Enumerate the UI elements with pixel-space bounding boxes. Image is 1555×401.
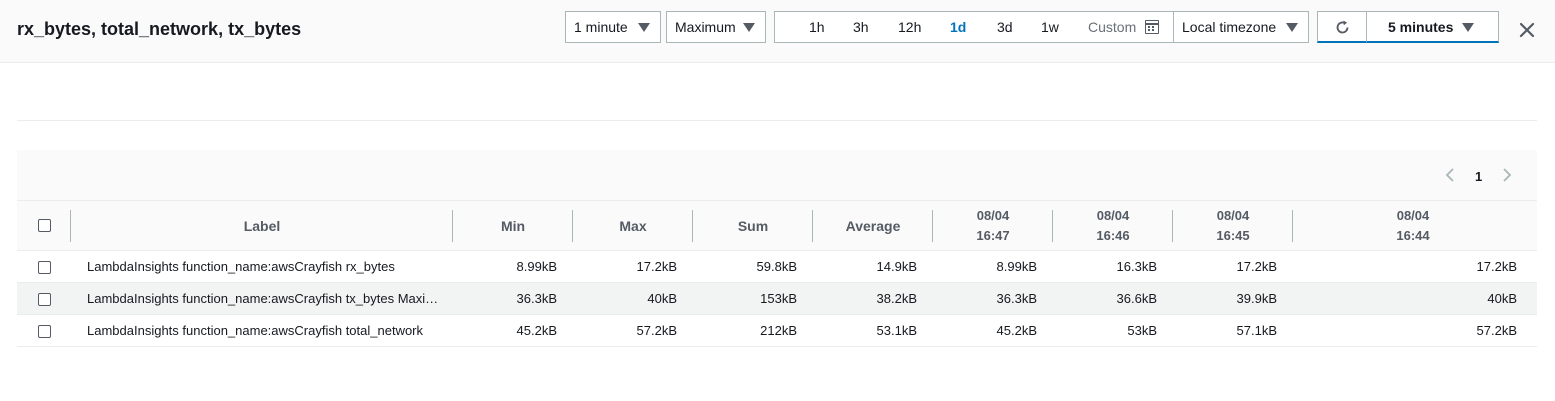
refresh-interval-dropdown[interactable]: 5 minutes <box>1366 11 1499 43</box>
data-table: 1 Label Min Max Sum Average 08/04 16:47 0… <box>17 150 1537 347</box>
time-range-selector: 1h 3h 12h 1d 3d 1w Custom <box>774 11 1174 43</box>
column-average[interactable]: Average <box>813 201 933 251</box>
row-time-1: 36.3kB <box>996 291 1037 306</box>
statistic-value: Maximum <box>675 19 736 35</box>
table-row: LambdaInsights function_name:awsCrayfish… <box>17 283 1537 315</box>
row-average: 38.2kB <box>876 291 917 306</box>
row-sum: 153kB <box>760 291 797 306</box>
divider <box>17 120 1537 121</box>
timezone-value: Local timezone <box>1182 19 1277 35</box>
row-time-2: 36.6kB <box>1116 291 1157 306</box>
table-row: LambdaInsights function_name:awsCrayfish… <box>17 315 1537 347</box>
calendar-icon[interactable] <box>1145 20 1159 34</box>
pagination-bar: 1 <box>17 150 1537 200</box>
timezone-dropdown[interactable]: Local timezone <box>1173 11 1309 43</box>
column-time-4-date: 08/04 <box>1396 208 1430 223</box>
refresh-button[interactable] <box>1317 11 1367 43</box>
column-time-1[interactable]: 08/04 16:47 <box>933 201 1053 251</box>
page-number[interactable]: 1 <box>1475 169 1483 184</box>
refresh-icon <box>1336 20 1349 34</box>
column-time-3[interactable]: 08/04 16:45 <box>1173 201 1293 251</box>
range-1d[interactable]: 1d <box>950 19 967 35</box>
close-icon[interactable] <box>1518 21 1536 39</box>
column-min[interactable]: Min <box>453 201 573 251</box>
row-checkbox[interactable] <box>38 325 51 338</box>
column-sum[interactable]: Sum <box>693 201 813 251</box>
column-time-4[interactable]: 08/04 16:44 <box>1293 201 1533 251</box>
column-time-2-time: 16:46 <box>1096 228 1130 243</box>
table-header: Label Min Max Sum Average 08/04 16:47 08/… <box>17 200 1537 251</box>
column-max[interactable]: Max <box>573 201 693 251</box>
row-max: 17.2kB <box>636 259 677 274</box>
row-max: 40kB <box>647 291 677 306</box>
period-dropdown[interactable]: 1 minute <box>565 11 661 43</box>
row-time-4: 40kB <box>1487 291 1517 306</box>
row-time-2: 16.3kB <box>1116 259 1157 274</box>
column-time-3-date: 08/04 <box>1216 208 1250 223</box>
range-1w[interactable]: 1w <box>1041 19 1059 35</box>
row-time-3: 17.2kB <box>1236 259 1277 274</box>
row-checkbox[interactable] <box>38 261 51 274</box>
row-label: LambdaInsights function_name:awsCrayfish… <box>87 259 395 274</box>
row-min: 45.2kB <box>516 323 557 338</box>
period-value: 1 minute <box>574 19 628 35</box>
range-12h[interactable]: 12h <box>898 19 922 35</box>
row-max: 57.2kB <box>636 323 677 338</box>
column-label[interactable]: Label <box>71 201 453 251</box>
row-time-4: 57.2kB <box>1476 323 1517 338</box>
refresh-interval-value: 5 minutes <box>1388 18 1454 35</box>
row-sum: 212kB <box>760 323 797 338</box>
caret-down-icon <box>1286 23 1298 32</box>
column-time-4-time: 16:44 <box>1396 228 1430 243</box>
page-title: rx_bytes, total_network, tx_bytes <box>17 19 302 39</box>
statistic-dropdown[interactable]: Maximum <box>666 11 766 43</box>
row-label: LambdaInsights function_name:awsCrayfish… <box>87 323 424 338</box>
row-sum: 59.8kB <box>756 259 797 274</box>
row-time-4: 17.2kB <box>1476 259 1517 274</box>
header-bar: rx_bytes, total_network, tx_bytes 1 minu… <box>0 0 1555 63</box>
table-row: LambdaInsights function_name:awsCrayfish… <box>17 251 1537 283</box>
caret-down-icon <box>743 23 755 32</box>
row-min: 8.99kB <box>516 259 557 274</box>
chevron-right-icon[interactable] <box>1502 168 1512 182</box>
row-time-3: 57.1kB <box>1236 323 1277 338</box>
column-time-3-time: 16:45 <box>1216 228 1250 243</box>
range-1h[interactable]: 1h <box>809 19 825 35</box>
range-3d[interactable]: 3d <box>997 19 1013 35</box>
header-select-cell <box>17 201 71 251</box>
row-time-2: 53kB <box>1127 323 1157 338</box>
select-all-checkbox[interactable] <box>38 219 51 232</box>
column-time-2[interactable]: 08/04 16:46 <box>1053 201 1173 251</box>
caret-down-icon <box>1462 23 1474 32</box>
row-checkbox[interactable] <box>38 293 51 306</box>
column-time-1-time: 16:47 <box>976 228 1010 243</box>
range-3h[interactable]: 3h <box>853 19 869 35</box>
column-time-2-date: 08/04 <box>1096 208 1130 223</box>
row-average: 53.1kB <box>876 323 917 338</box>
row-time-3: 39.9kB <box>1236 291 1277 306</box>
row-label: LambdaInsights function_name:awsCrayfish… <box>87 291 439 306</box>
column-time-1-date: 08/04 <box>976 208 1010 223</box>
caret-down-icon <box>638 23 650 32</box>
chevron-left-icon[interactable] <box>1445 168 1455 182</box>
row-time-1: 8.99kB <box>996 259 1037 274</box>
row-time-1: 45.2kB <box>996 323 1037 338</box>
row-min: 36.3kB <box>516 291 557 306</box>
range-custom[interactable]: Custom <box>1088 19 1137 35</box>
row-average: 14.9kB <box>876 259 917 274</box>
